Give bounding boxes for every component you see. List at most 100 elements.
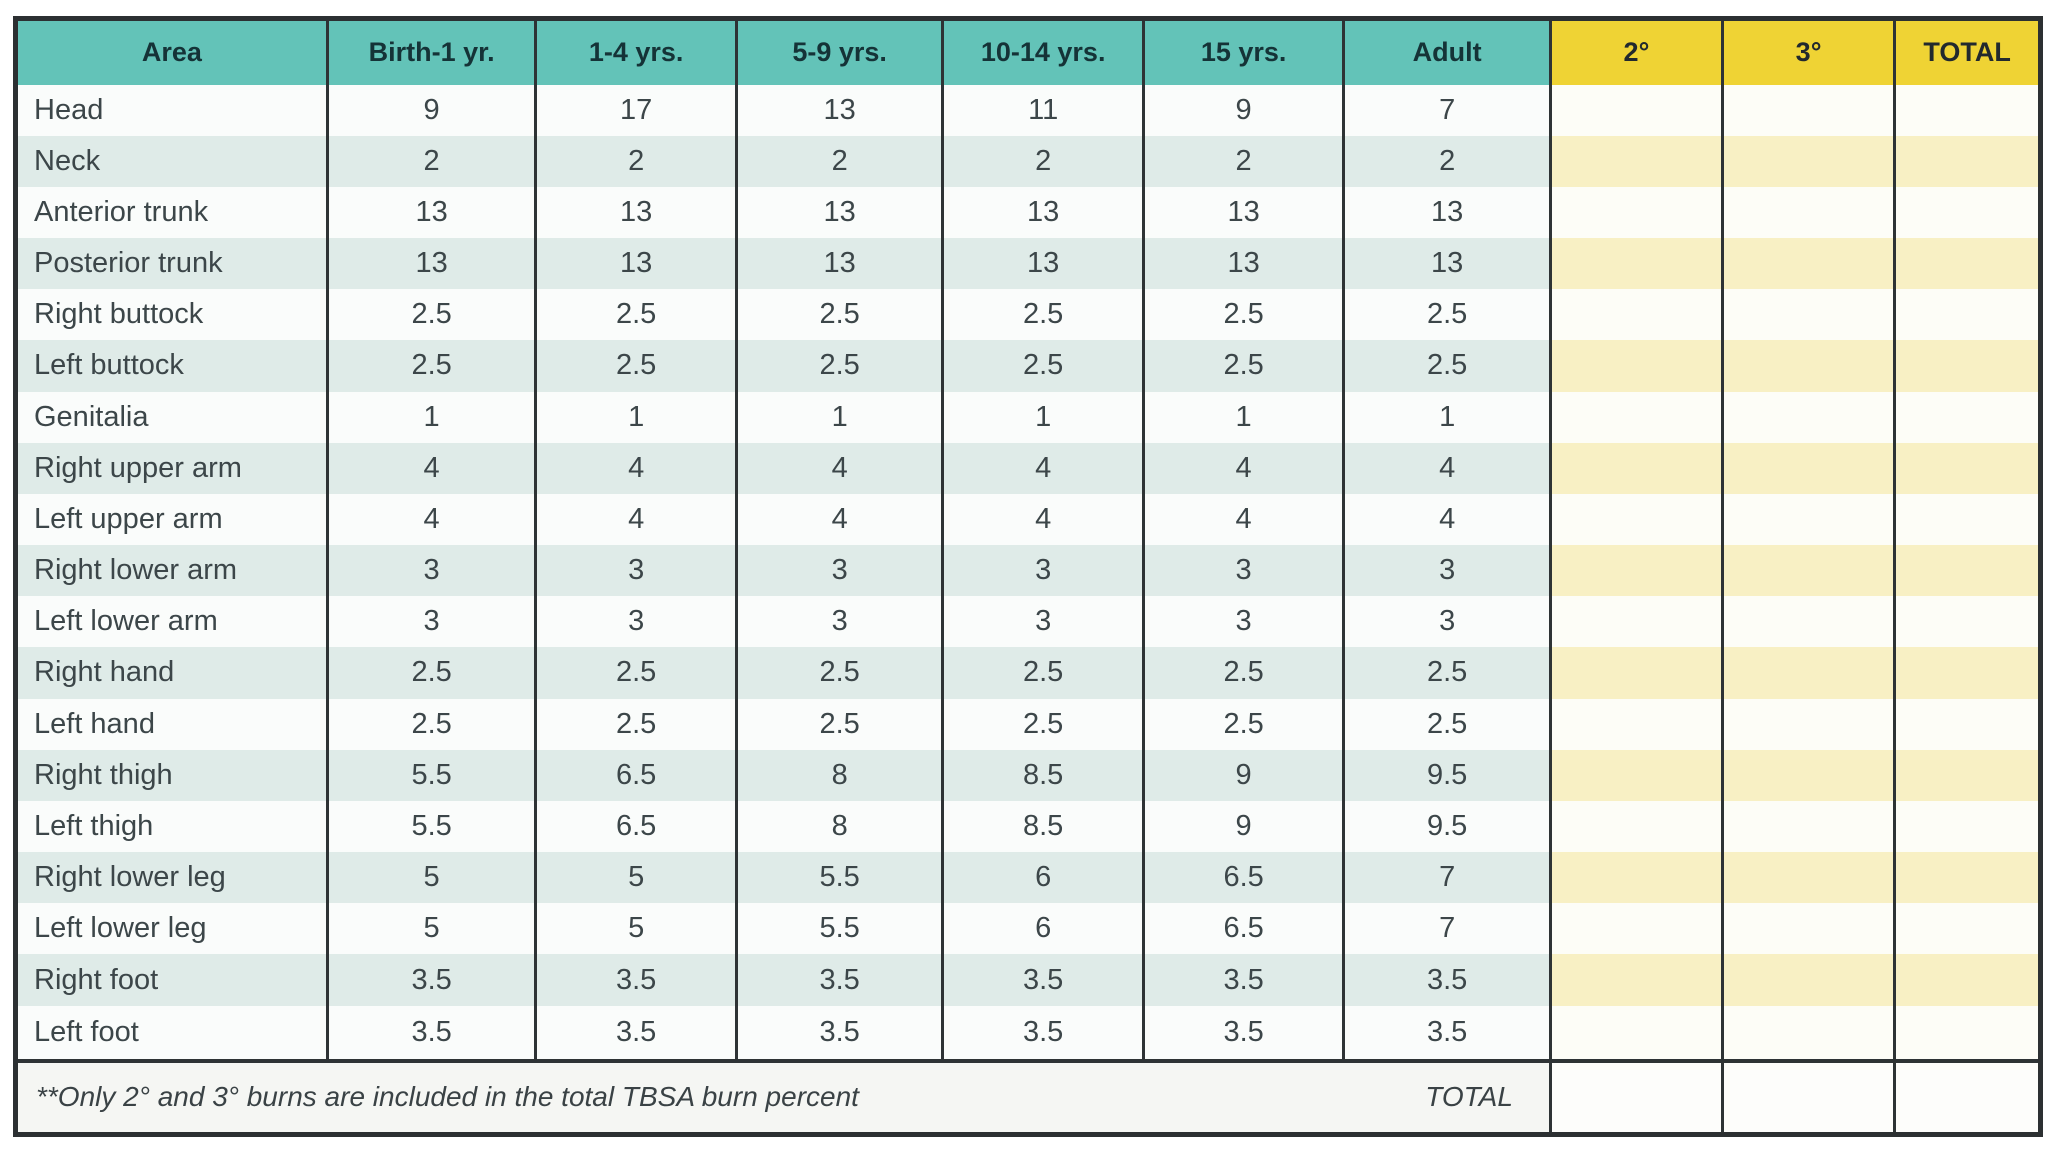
header-cell-2nd-degree: 2° [1548, 18, 1723, 85]
percentage-value-cell: 13 [941, 238, 1144, 290]
percentage-value-cell: 9 [1141, 800, 1344, 853]
header-cell-10-14yrs: 10-14 yrs. [941, 18, 1144, 85]
area-label-cell: Anterior trunk [15, 186, 328, 239]
percentage-value-cell: 2 [941, 135, 1144, 187]
table-body: Head 9 17 13 11 9 7 Neck 2 2 2 2 2 2 Anterior trunk 13 1… [15, 84, 2041, 1061]
percentage-value-cell: 2 [1342, 135, 1551, 187]
table-row: Head 9 17 13 11 9 7 [15, 84, 2041, 136]
area-label-cell: Right hand [15, 647, 328, 699]
percentage-value-cell: 4 [534, 493, 737, 546]
entry-cell-total [1893, 84, 2041, 136]
percentage-value-cell: 2.5 [734, 647, 943, 699]
percentage-value-cell: 2.5 [534, 340, 737, 392]
percentage-value-cell: 2.5 [1141, 647, 1344, 699]
percentage-value-cell: 3 [941, 596, 1144, 648]
entry-cell-2nd-degree [1548, 903, 1723, 955]
area-label-cell: Neck [15, 135, 328, 187]
area-label-cell: Right thigh [15, 749, 328, 801]
table-row: Right thigh 5.5 6.5 8 8.5 9 9.5 [15, 749, 2041, 801]
percentage-value-cell: 4 [941, 493, 1144, 546]
area-label-cell: Right foot [15, 954, 328, 1006]
entry-cell-total [1893, 238, 2041, 290]
area-label-cell: Left upper arm [15, 493, 328, 546]
entry-cell-2nd-degree [1548, 289, 1723, 341]
entry-cell-2nd-degree [1548, 391, 1723, 443]
percentage-value-cell: 4 [734, 493, 943, 546]
percentage-value-cell: 3.5 [1342, 954, 1551, 1006]
percentage-value-cell: 2.5 [325, 340, 536, 392]
table-row: Posterior trunk 13 13 13 13 13 13 [15, 238, 2041, 290]
header-cell-3rd-degree: 3° [1721, 18, 1895, 85]
percentage-value-cell: 4 [1342, 493, 1551, 546]
percentage-value-cell: 1 [534, 391, 737, 443]
entry-cell-total [1893, 340, 2041, 392]
percentage-value-cell: 6.5 [1141, 852, 1344, 904]
percentage-value-cell: 3.5 [325, 1005, 536, 1061]
percentage-value-cell: 2.5 [534, 698, 737, 750]
header-cell-area: Area [15, 18, 328, 85]
percentage-value-cell: 8 [734, 800, 943, 853]
table-row: Left upper arm 4 4 4 4 4 4 [15, 493, 2041, 546]
entry-cell-3rd-degree [1721, 800, 1895, 853]
entry-cell-3rd-degree [1721, 596, 1895, 648]
entry-cell-total [1893, 852, 2041, 904]
footer-entry-cell-2nd-degree [1548, 1058, 1723, 1135]
table-row: Right lower leg 5 5 5.5 6 6.5 7 [15, 852, 2041, 904]
area-label-cell: Right upper arm [15, 442, 328, 494]
percentage-value-cell: 1 [941, 391, 1144, 443]
percentage-value-cell: 5.5 [734, 903, 943, 955]
entry-cell-total [1893, 698, 2041, 750]
percentage-value-cell: 3 [1342, 545, 1551, 597]
percentage-value-cell: 2.5 [1342, 698, 1551, 750]
entry-cell-total [1893, 1005, 2041, 1061]
footer-total-label: TOTAL [1425, 1081, 1513, 1113]
percentage-value-cell: 9 [325, 84, 536, 136]
entry-cell-2nd-degree [1548, 749, 1723, 801]
entry-cell-2nd-degree [1548, 954, 1723, 1006]
table-row: Anterior trunk 13 13 13 13 13 13 [15, 186, 2041, 239]
percentage-value-cell: 3.5 [1141, 954, 1344, 1006]
table-row: Left lower leg 5 5 5.5 6 6.5 7 [15, 903, 2041, 955]
table-row: Neck 2 2 2 2 2 2 [15, 135, 2041, 187]
entry-cell-3rd-degree [1721, 749, 1895, 801]
area-label-cell: Left lower leg [15, 903, 328, 955]
area-label-cell: Left lower arm [15, 596, 328, 648]
percentage-value-cell: 3.5 [941, 1005, 1144, 1061]
entry-cell-2nd-degree [1548, 493, 1723, 546]
percentage-value-cell: 3 [325, 596, 536, 648]
percentage-value-cell: 5 [325, 852, 536, 904]
percentage-value-cell: 3.5 [325, 954, 536, 1006]
entry-cell-2nd-degree [1548, 698, 1723, 750]
area-label-cell: Left foot [15, 1005, 328, 1061]
percentage-value-cell: 2.5 [734, 340, 943, 392]
percentage-value-cell: 2.5 [941, 289, 1144, 341]
entry-cell-2nd-degree [1548, 852, 1723, 904]
entry-cell-total [1893, 545, 2041, 597]
percentage-value-cell: 2 [534, 135, 737, 187]
percentage-value-cell: 2.5 [1141, 698, 1344, 750]
entry-cell-total [1893, 135, 2041, 187]
entry-cell-3rd-degree [1721, 647, 1895, 699]
percentage-value-cell: 9 [1141, 84, 1344, 136]
percentage-value-cell: 13 [734, 238, 943, 290]
percentage-value-cell: 1 [1141, 391, 1344, 443]
entry-cell-2nd-degree [1548, 545, 1723, 597]
entry-cell-2nd-degree [1548, 84, 1723, 136]
percentage-value-cell: 7 [1342, 903, 1551, 955]
table-row: Genitalia 1 1 1 1 1 1 [15, 391, 2041, 443]
entry-cell-2nd-degree [1548, 1005, 1723, 1061]
entry-cell-3rd-degree [1721, 442, 1895, 494]
entry-cell-3rd-degree [1721, 186, 1895, 239]
entry-cell-total [1893, 596, 2041, 648]
header-cell-total: TOTAL [1893, 18, 2041, 85]
percentage-value-cell: 2.5 [534, 289, 737, 341]
entry-cell-3rd-degree [1721, 903, 1895, 955]
area-label-cell: Head [15, 84, 328, 136]
table-row: Left lower arm 3 3 3 3 3 3 [15, 596, 2041, 648]
percentage-value-cell: 17 [534, 84, 737, 136]
percentage-value-cell: 2.5 [1342, 647, 1551, 699]
percentage-value-cell: 3.5 [734, 1005, 943, 1061]
percentage-value-cell: 4 [325, 442, 536, 494]
percentage-value-cell: 13 [1342, 186, 1551, 239]
percentage-value-cell: 13 [1141, 238, 1344, 290]
